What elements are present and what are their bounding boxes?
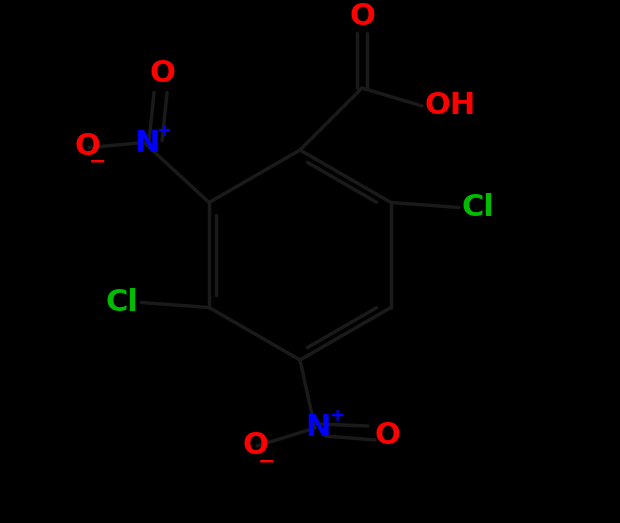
- Text: +: +: [157, 122, 172, 141]
- Text: O: O: [349, 2, 375, 31]
- Text: Cl: Cl: [105, 288, 138, 317]
- Text: O: O: [74, 132, 100, 161]
- Text: N: N: [305, 414, 330, 442]
- Text: O: O: [375, 422, 401, 450]
- Text: O: O: [149, 59, 175, 87]
- Text: −: −: [88, 152, 106, 172]
- Text: +: +: [329, 407, 345, 425]
- Text: N: N: [135, 129, 160, 158]
- Text: Cl: Cl: [462, 193, 495, 222]
- Text: OH: OH: [425, 92, 476, 120]
- Text: O: O: [242, 431, 268, 460]
- Text: −: −: [259, 452, 276, 472]
